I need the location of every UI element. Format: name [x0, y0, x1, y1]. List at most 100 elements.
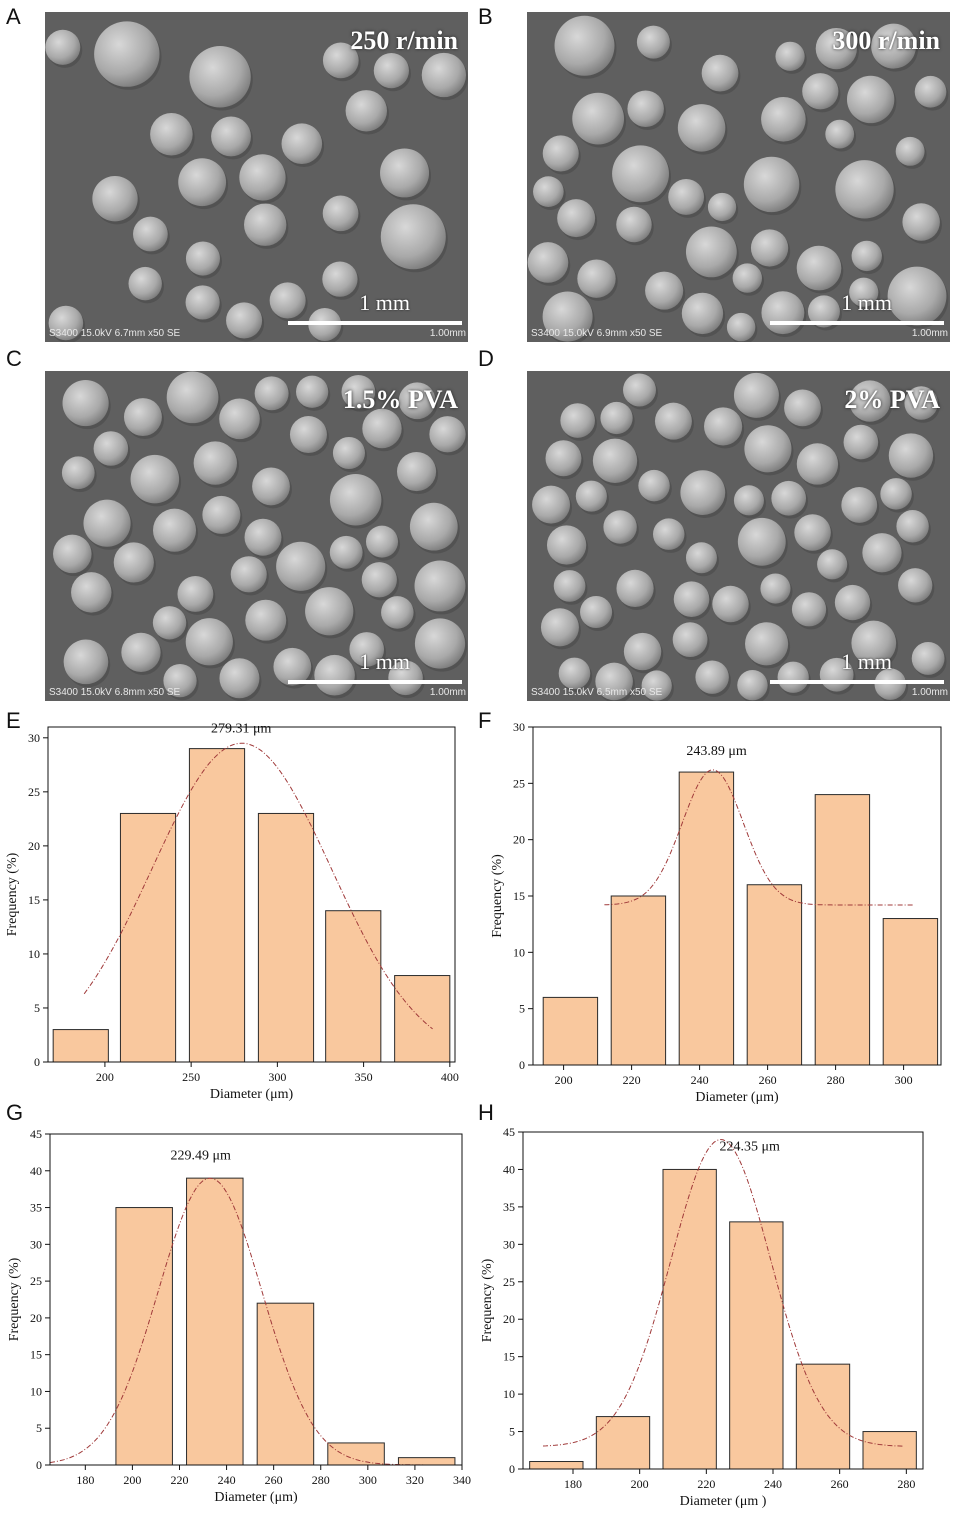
microsphere	[388, 660, 423, 696]
microsphere	[189, 46, 251, 108]
mean-annotation: 229.49 μm	[170, 1149, 231, 1164]
histogram-f-plot: 0 5 10 15 20 25 30 200 220 240 260 280 300 Diameter (…	[490, 720, 942, 1105]
microsphere-image	[53, 371, 468, 701]
microsphere	[113, 542, 154, 583]
microsphere	[345, 90, 387, 132]
microsphere	[322, 195, 359, 232]
fit-curve	[542, 1138, 904, 1447]
microsphere	[322, 261, 358, 297]
plot-frame	[49, 1133, 463, 1466]
microsphere	[45, 29, 81, 65]
plot-frame	[522, 1131, 924, 1470]
microsphere	[851, 240, 882, 272]
microsphere	[807, 295, 840, 328]
microsphere	[815, 27, 857, 70]
x-axis-label: Diameter (μm)	[214, 1490, 298, 1505]
bar-2	[188, 748, 246, 1063]
microsphere	[329, 535, 363, 569]
sem-info: S3400 15.0kV 6.5mm x50 SE	[531, 687, 663, 698]
microsphere	[429, 416, 466, 453]
microsphere	[577, 259, 616, 298]
x-tick-label: 280	[897, 1477, 915, 1491]
microsphere	[898, 568, 933, 603]
panel-letter-h: H	[478, 1100, 494, 1125]
microsphere	[527, 242, 569, 283]
microsphere	[914, 75, 947, 108]
y-tick-label: 10	[513, 945, 525, 959]
microsphere	[305, 587, 354, 636]
microsphere	[896, 510, 929, 543]
microsphere	[784, 389, 821, 427]
x-tick-label: 350	[355, 1070, 373, 1084]
x-tick-label: 280	[827, 1073, 845, 1087]
microsphere	[733, 372, 779, 418]
microsphere	[230, 556, 267, 593]
microsphere	[627, 90, 664, 127]
microsphere	[575, 480, 607, 512]
sem-info: S3400 15.0kV 6.8mm x50 SE	[49, 687, 181, 698]
bar-1	[595, 1416, 651, 1470]
microsphere	[83, 499, 131, 547]
y-tick-label: 40	[30, 1164, 42, 1178]
microsphere	[332, 436, 366, 470]
microsphere	[553, 570, 586, 602]
panel-letter-c: C	[6, 346, 22, 371]
x-tick-label: 300	[268, 1070, 286, 1084]
microsphere	[329, 474, 382, 526]
histogram-g-plot: 0 5 10 15 20 25 30 35 40 45 180 200 220 240 260 280 300 3…	[7, 1127, 471, 1505]
microsphere	[668, 179, 705, 215]
x-tick-label: 200	[631, 1477, 649, 1491]
bar-1	[186, 1177, 244, 1466]
microsphere	[381, 596, 414, 629]
scale-bar-label: 1 mm	[359, 649, 410, 674]
y-tick-label: 35	[30, 1201, 42, 1215]
y-tick-label: 5	[519, 1002, 525, 1016]
microsphere	[341, 374, 376, 409]
bar-4	[814, 794, 871, 1066]
x-tick-label: 260	[265, 1473, 283, 1487]
microsphere	[888, 433, 934, 478]
x-tick-label: 250	[182, 1070, 200, 1084]
microsphere	[361, 562, 397, 598]
microsphere	[61, 456, 95, 490]
x-tick-label: 180	[564, 1477, 582, 1491]
y-tick-label: 30	[28, 731, 40, 745]
microsphere	[554, 15, 615, 76]
microsphere	[580, 595, 613, 629]
y-axis-label: Frequency (%)	[480, 1258, 495, 1342]
microsphere	[558, 657, 591, 690]
microsphere	[133, 216, 168, 252]
microsphere	[380, 204, 446, 270]
microsphere	[843, 424, 879, 460]
bar-0	[52, 1029, 109, 1063]
microsphere	[771, 480, 807, 516]
microsphere	[600, 401, 633, 435]
histogram-f: 0 5 10 15 20 25 30 200 220 240 260 280 300 Diameter (…	[477, 715, 955, 1115]
bar-3	[257, 812, 315, 1063]
microsphere	[851, 620, 897, 666]
microsphere	[545, 440, 582, 477]
microsphere	[603, 510, 637, 544]
bar-5	[394, 975, 451, 1063]
microsphere-image	[532, 372, 947, 701]
microsphere	[178, 158, 227, 207]
x-tick-label: 280	[312, 1473, 330, 1487]
microsphere	[177, 576, 214, 612]
microsphere	[880, 478, 912, 510]
y-tick-label: 25	[513, 776, 525, 790]
microsphere	[150, 112, 193, 156]
microsphere	[414, 618, 466, 669]
plot-frame	[47, 726, 456, 1063]
histogram-h-plot: 0 5 10 15 20 25 30 35 40 45 180 200 220 240 260 280 Diam…	[480, 1125, 924, 1509]
microsphere	[825, 119, 855, 149]
bar-3	[746, 884, 803, 1066]
microsphere	[276, 541, 326, 591]
sem-label: 1.5% PVA	[342, 385, 458, 414]
microsphere	[887, 266, 947, 326]
microsphere	[540, 608, 579, 647]
microsphere	[226, 302, 263, 339]
microsphere	[761, 291, 805, 335]
bar-0	[542, 996, 599, 1066]
microsphere	[673, 581, 710, 618]
microsphere	[685, 226, 737, 278]
